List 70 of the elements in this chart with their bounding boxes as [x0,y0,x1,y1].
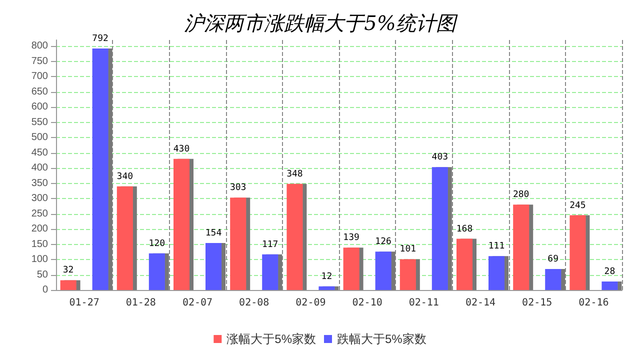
chart-title: 沪深两市涨跌幅大于5%统计图 [184,11,458,35]
bar [513,204,530,290]
y-tick-label: 750 [31,56,48,67]
data-label: 126 [375,237,392,248]
data-label: 245 [570,200,586,211]
y-tick-label: 800 [31,40,48,52]
data-label: 12 [321,272,332,282]
bar [262,254,278,290]
data-label: 792 [92,34,108,44]
data-label: 139 [343,233,360,244]
data-label: 111 [488,242,505,252]
bar [488,256,504,290]
y-tick-label: 100 [31,254,48,266]
x-tick-label: 02-14 [465,298,496,308]
data-label: 101 [400,244,416,255]
bar [400,259,416,290]
y-tick-label: 300 [31,193,48,204]
data-label: 28 [604,266,616,277]
y-tick-label: 450 [31,147,48,158]
x-tick-label: 01-28 [126,298,156,308]
y-tick-label: 50 [36,269,48,280]
bar [375,252,392,290]
x-tick-label: 02-08 [239,298,270,308]
x-tick-label: 02-09 [296,298,326,308]
bar [92,48,108,290]
bar [206,243,222,290]
y-tick-label: 150 [31,238,48,250]
bar [60,280,76,290]
data-label: 280 [512,190,530,200]
x-tick-label: 02-15 [522,298,552,308]
bar [343,248,360,290]
data-label: 303 [230,183,246,194]
data-label: 340 [116,172,134,182]
bar [432,167,448,290]
data-label: 403 [432,152,448,163]
bar [456,238,472,290]
y-tick-label: 200 [31,224,48,235]
y-tick-label: 550 [31,116,48,128]
y-tick-label: 250 [31,208,48,220]
x-tick-label: 02-11 [408,298,439,308]
bar [570,215,586,290]
x-tick-label: 02-07 [182,298,213,308]
data-label: 168 [456,224,473,234]
data-label: 430 [173,144,190,154]
data-label: 120 [148,238,166,249]
y-tick-label: 350 [31,178,48,189]
bar [602,281,618,290]
data-label: 32 [62,266,74,276]
y-tick-label: 650 [31,86,48,98]
y-tick-label: 400 [31,162,48,174]
x-tick-label: 02-10 [352,298,382,308]
data-label: 348 [286,169,303,180]
bar [230,198,246,290]
bar [318,286,335,290]
y-tick-label: 0 [42,284,48,296]
y-tick-label: 500 [31,132,48,144]
data-label: 117 [262,240,278,250]
bar [545,268,562,290]
legend-label: 涨幅大于5%家数 [226,332,316,346]
bar [286,184,303,290]
x-tick-label: 01-27 [69,298,100,308]
bar [174,158,190,290]
bar [148,253,165,290]
bar [116,186,133,290]
y-tick-label: 700 [31,71,48,82]
y-tick-label: 600 [31,102,48,113]
data-label: 69 [548,254,559,264]
legend-label: 跌幅大于5%家数 [337,332,426,346]
data-label: 154 [205,228,222,239]
x-tick-label: 02-16 [578,298,609,308]
